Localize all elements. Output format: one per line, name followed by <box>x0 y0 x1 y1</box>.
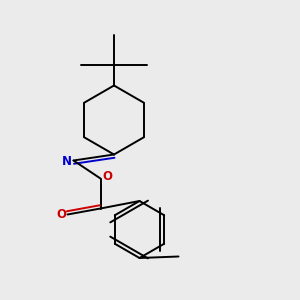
Text: N: N <box>62 155 72 168</box>
Text: O: O <box>102 169 112 183</box>
Text: O: O <box>56 208 66 221</box>
